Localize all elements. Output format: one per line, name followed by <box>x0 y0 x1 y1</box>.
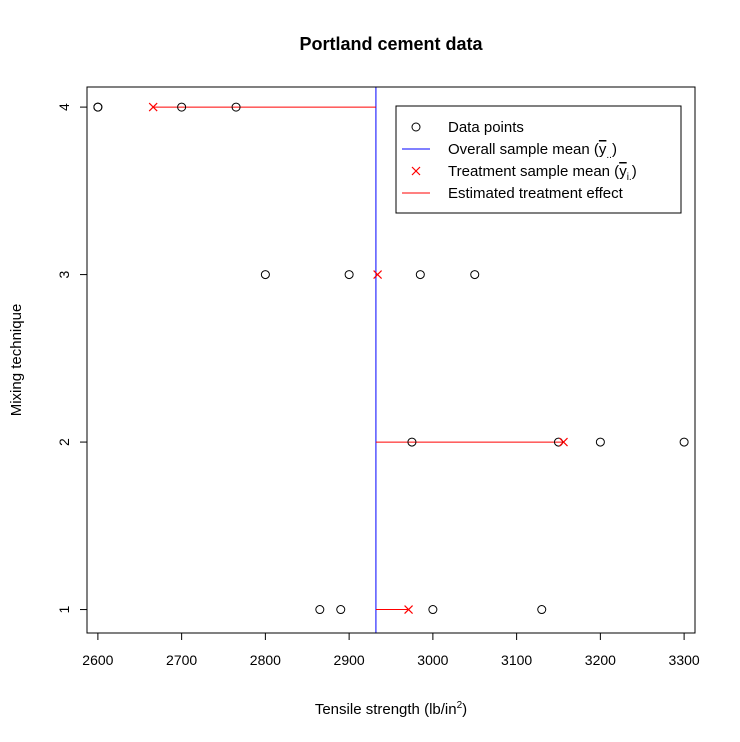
data-point-2-3 <box>595 437 605 447</box>
data-point-1-3 <box>428 605 438 615</box>
legend-item-points: Data points <box>411 119 524 136</box>
x-tick-label-2900: 2900 <box>334 652 365 668</box>
legend-label-treatment: Treatment sample mean (yi.) <box>448 163 637 183</box>
legend-item-effect: Estimated treatment effect <box>402 185 624 202</box>
data-point-1-1 <box>315 605 325 615</box>
legend-label-overall: Overall sample mean (y..) <box>448 141 617 161</box>
data-point-3-1 <box>260 270 270 280</box>
treatment-mean-marker-3 <box>373 270 383 280</box>
data-point-3-4 <box>470 270 480 280</box>
y-tick-label-2: 2 <box>56 438 72 446</box>
legend: Data points Overall sample mean (y..)Trea… <box>395 105 682 214</box>
data-point-1-2 <box>336 605 346 615</box>
x-tick-label-3200: 3200 <box>585 652 616 668</box>
data-point-2-2 <box>553 437 563 447</box>
data-point-4-4 <box>231 102 241 112</box>
y-axis-label: Mixing technique <box>8 304 25 417</box>
legend-item-treatment: Treatment sample mean (yi.) <box>411 163 637 183</box>
treatment-mean-marker-4 <box>148 102 158 112</box>
data-point-2-1 <box>407 437 417 447</box>
x-axis-label: Tensile strength (lb/in2) <box>315 700 467 718</box>
x-tick-label-2800: 2800 <box>250 652 281 668</box>
x-tick-label-3100: 3100 <box>501 652 532 668</box>
treatment-mean-marker-2 <box>559 437 568 447</box>
legend-box <box>395 105 682 214</box>
data-point-3-3 <box>415 270 425 280</box>
chart-title: Portland cement data <box>299 34 483 54</box>
x-tick-label-2600: 2600 <box>82 652 113 668</box>
legend-label-effect: Estimated treatment effect <box>448 185 624 202</box>
treatment-mean-marker-1 <box>404 605 414 614</box>
legend-label-points: Data points <box>448 119 524 136</box>
x-tick-label-3000: 3000 <box>417 652 448 668</box>
data-point-4-2 <box>93 102 103 112</box>
x-tick-label-3300: 3300 <box>669 652 700 668</box>
y-tick-label-1: 1 <box>56 605 72 613</box>
legend-item-overall: Overall sample mean (y..) <box>402 141 617 161</box>
data-point-1-4 <box>537 605 547 615</box>
legend-circle-icon <box>411 122 421 132</box>
legend-red-cross-icon <box>411 166 421 176</box>
x-tick-label-2700: 2700 <box>166 652 197 668</box>
axes: 2600 2700 2800 2900 3000 3100 3200 3300 1 2 3 4 <box>56 103 700 668</box>
plot-area <box>93 87 689 633</box>
y-tick-label-4: 4 <box>56 103 72 111</box>
data-point-2-4 <box>679 437 689 447</box>
y-tick-label-3: 3 <box>56 270 72 278</box>
data-point-4-3 <box>177 102 187 112</box>
data-point-3-2 <box>344 270 354 280</box>
